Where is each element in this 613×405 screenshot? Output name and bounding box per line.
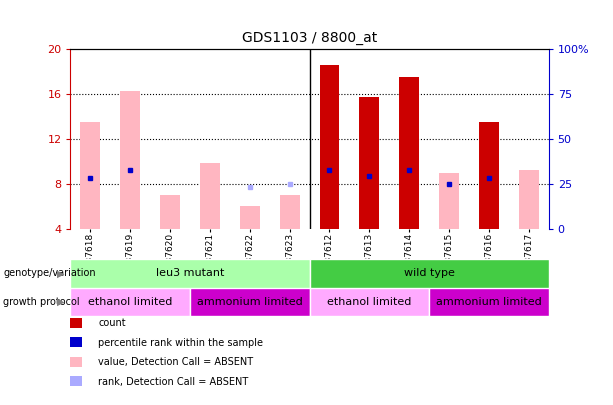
Bar xyxy=(280,195,300,229)
Bar xyxy=(200,164,220,229)
Text: ▶: ▶ xyxy=(57,297,64,307)
Bar xyxy=(429,288,549,316)
Bar xyxy=(160,195,180,229)
Bar xyxy=(70,259,310,288)
Title: GDS1103 / 8800_at: GDS1103 / 8800_at xyxy=(242,31,377,45)
Text: ethanol limited: ethanol limited xyxy=(327,297,411,307)
Bar xyxy=(399,77,419,229)
Text: ammonium limited: ammonium limited xyxy=(436,297,542,307)
Bar xyxy=(190,288,310,316)
Bar xyxy=(359,97,379,229)
Bar xyxy=(319,66,340,229)
Bar xyxy=(240,206,260,229)
Bar xyxy=(70,288,190,316)
Bar xyxy=(120,92,140,229)
Text: growth protocol: growth protocol xyxy=(3,297,80,307)
Bar xyxy=(479,122,499,229)
Text: ammonium limited: ammonium limited xyxy=(197,297,303,307)
Text: percentile rank within the sample: percentile rank within the sample xyxy=(98,338,263,347)
Text: ethanol limited: ethanol limited xyxy=(88,297,172,307)
Text: wild type: wild type xyxy=(404,269,454,278)
Text: ▶: ▶ xyxy=(57,269,64,278)
Bar xyxy=(519,170,539,229)
Bar xyxy=(310,259,549,288)
Bar xyxy=(310,288,429,316)
Text: genotype/variation: genotype/variation xyxy=(3,269,96,278)
Text: count: count xyxy=(98,318,126,328)
Bar xyxy=(80,122,101,229)
Text: value, Detection Call = ABSENT: value, Detection Call = ABSENT xyxy=(98,357,253,367)
Text: rank, Detection Call = ABSENT: rank, Detection Call = ABSENT xyxy=(98,377,248,386)
Text: leu3 mutant: leu3 mutant xyxy=(156,269,224,278)
Bar xyxy=(439,173,459,229)
